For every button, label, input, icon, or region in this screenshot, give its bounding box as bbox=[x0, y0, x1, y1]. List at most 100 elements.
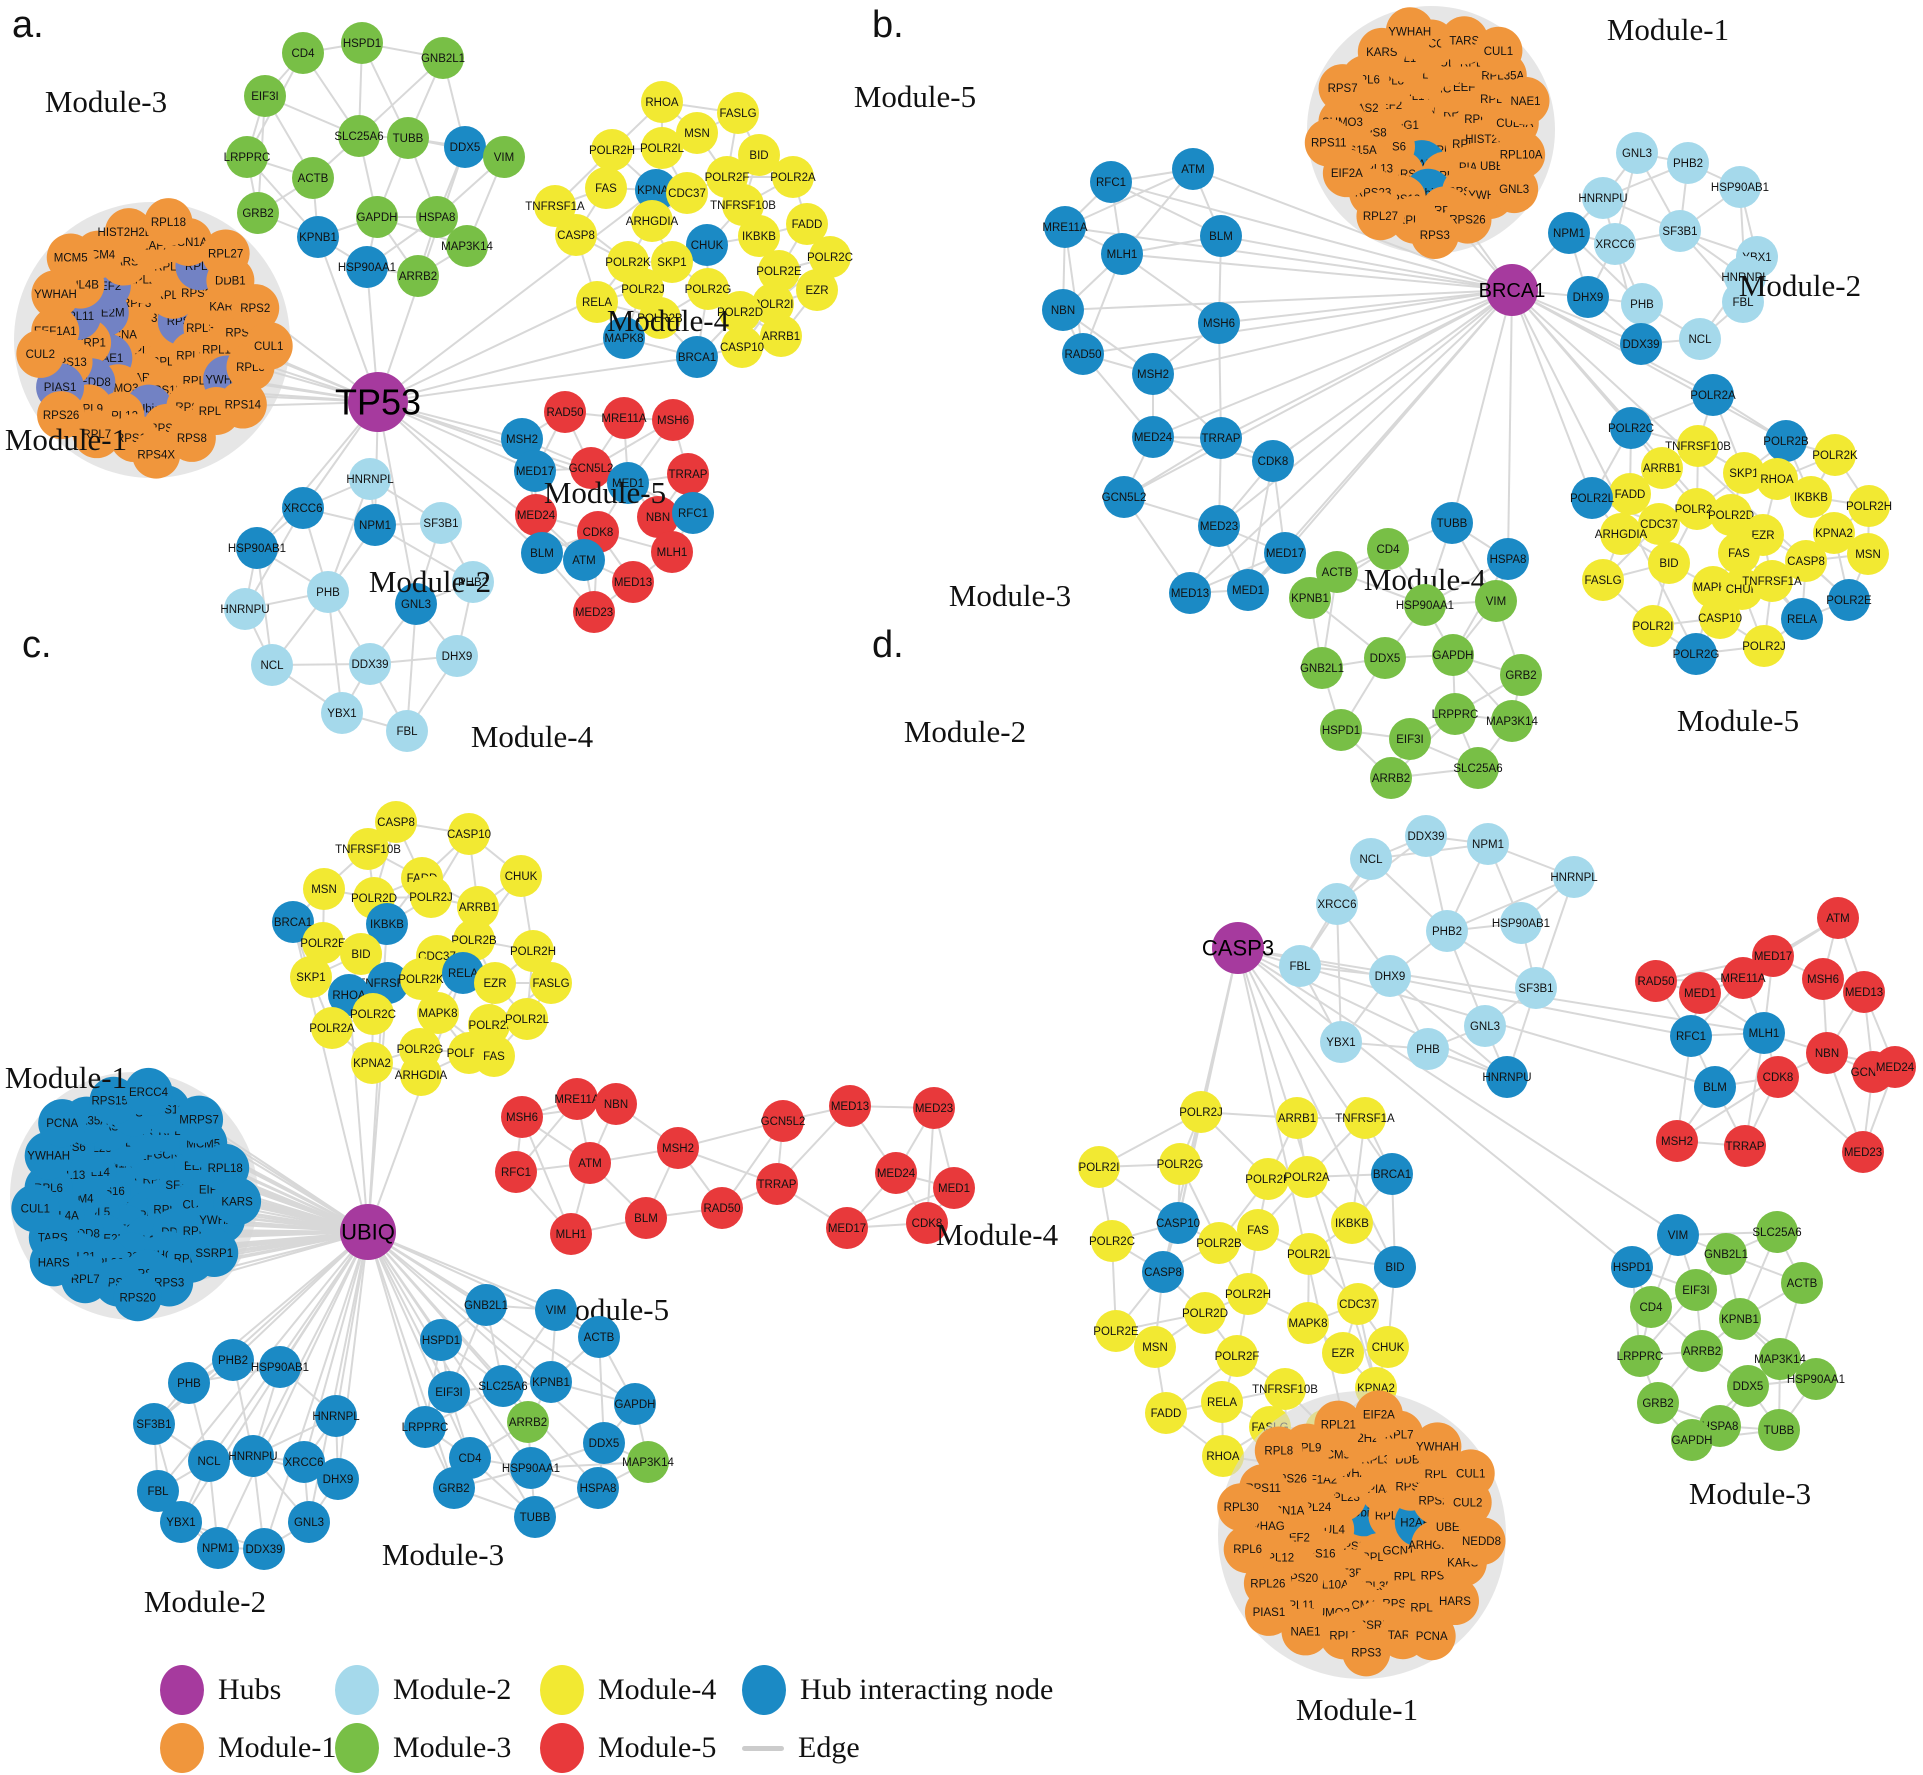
node-YBX1[interactable]: YBX1 bbox=[1320, 1021, 1362, 1063]
node-ARRB1[interactable]: ARRB1 bbox=[1276, 1097, 1318, 1139]
node-MSH6[interactable]: MSH6 bbox=[652, 399, 694, 441]
node-XRCC6[interactable]: XRCC6 bbox=[282, 487, 324, 529]
node-FAS[interactable]: FAS bbox=[473, 1035, 515, 1077]
node-HSPA8[interactable]: HSPA8 bbox=[1487, 538, 1529, 580]
node-RPS7[interactable]: RPS7 bbox=[1318, 64, 1367, 113]
node-MAPK8[interactable]: MAPK8 bbox=[417, 992, 459, 1034]
node-RPL18[interactable]: RPL18 bbox=[144, 198, 193, 247]
node-EIF3I[interactable]: EIF3I bbox=[244, 75, 286, 117]
node-DHX9[interactable]: DHX9 bbox=[1369, 955, 1411, 997]
node-CD4[interactable]: CD4 bbox=[282, 32, 324, 74]
hub-node-CASP3[interactable]: CASP3 bbox=[1202, 922, 1274, 974]
node-CHUK[interactable]: CHUK bbox=[1367, 1326, 1409, 1368]
node-SF3B1[interactable]: SF3B1 bbox=[420, 502, 462, 544]
node-SF3B1[interactable]: SF3B1 bbox=[133, 1403, 175, 1445]
node-HSPD1[interactable]: HSPD1 bbox=[1611, 1246, 1653, 1288]
node-NPM1[interactable]: NPM1 bbox=[354, 504, 396, 546]
node-MED1[interactable]: MED1 bbox=[933, 1167, 975, 1209]
node-SF3B1[interactable]: SF3B1 bbox=[1515, 967, 1557, 1009]
node-LRPPRC[interactable]: LRPPRC bbox=[402, 1406, 449, 1448]
node-MAPK8[interactable]: MAPK8 bbox=[1287, 1302, 1329, 1344]
node-NCL[interactable]: NCL bbox=[251, 644, 293, 686]
node-GAPDH[interactable]: GAPDH bbox=[1671, 1419, 1713, 1461]
node-MSN[interactable]: MSN bbox=[1847, 533, 1889, 575]
node-EZR[interactable]: EZR bbox=[796, 269, 838, 311]
node-MRE11A[interactable]: MRE11A bbox=[554, 1078, 600, 1120]
node-BLM[interactable]: BLM bbox=[1200, 215, 1242, 257]
node-NEDD8[interactable]: NEDD8 bbox=[1457, 1517, 1506, 1566]
node-MRPS7[interactable]: MRPS7 bbox=[175, 1095, 224, 1144]
node-YWHAH[interactable]: YWHAH bbox=[1385, 7, 1434, 56]
node-IKBKB[interactable]: IKBKB bbox=[1331, 1202, 1373, 1244]
node-ARRB2[interactable]: ARRB2 bbox=[507, 1401, 549, 1443]
node-CHUK[interactable]: CHUK bbox=[500, 855, 542, 897]
node-MED24[interactable]: MED24 bbox=[1132, 416, 1174, 458]
node-MLH1[interactable]: MLH1 bbox=[550, 1213, 592, 1255]
node-ACTB[interactable]: ACTB bbox=[1781, 1262, 1823, 1304]
node-RFC1[interactable]: RFC1 bbox=[495, 1151, 537, 1193]
node-ERCC4[interactable]: ERCC4 bbox=[124, 1067, 173, 1116]
node-GNL3[interactable]: GNL3 bbox=[1490, 165, 1539, 214]
node-KPNB1[interactable]: KPNB1 bbox=[1289, 577, 1331, 619]
node-PIAS1[interactable]: PIAS1 bbox=[1244, 1587, 1293, 1636]
node-EIF3I[interactable]: EIF3I bbox=[1675, 1269, 1717, 1311]
hub-node-BRCA1[interactable]: BRCA1 bbox=[1479, 264, 1546, 316]
node-DHX9[interactable]: DHX9 bbox=[317, 1458, 359, 1500]
node-LRPPRC[interactable]: LRPPRC bbox=[224, 136, 271, 178]
node-SKP1[interactable]: SKP1 bbox=[290, 956, 332, 998]
node-NBN[interactable]: NBN bbox=[595, 1083, 637, 1125]
node-POLR2K[interactable]: POLR2K bbox=[1812, 434, 1858, 476]
node-GAPDH[interactable]: GAPDH bbox=[356, 196, 398, 238]
node-MED24[interactable]: MED24 bbox=[1874, 1046, 1916, 1088]
node-POLR2G[interactable]: POLR2G bbox=[1157, 1143, 1204, 1185]
node-GNB2L1[interactable]: GNB2L1 bbox=[464, 1284, 508, 1326]
node-SSRP1[interactable]: SSRP1 bbox=[190, 1228, 239, 1277]
node-BRCA1[interactable]: BRCA1 bbox=[1371, 1153, 1413, 1195]
node-NPM1[interactable]: NPM1 bbox=[1548, 212, 1590, 254]
node-CDK8[interactable]: CDK8 bbox=[1757, 1056, 1799, 1098]
node-POLR2I[interactable]: POLR2I bbox=[1078, 1146, 1120, 1188]
node-TUBB[interactable]: TUBB bbox=[387, 117, 429, 159]
node-PCNA[interactable]: PCNA bbox=[38, 1099, 87, 1148]
node-EIF3I[interactable]: EIF3I bbox=[428, 1371, 470, 1413]
node-TRRAP[interactable]: TRRAP bbox=[667, 453, 709, 495]
node-MED17[interactable]: MED17 bbox=[826, 1207, 868, 1249]
node-GNL3[interactable]: GNL3 bbox=[1616, 132, 1658, 174]
node-MCM5[interactable]: MCM5 bbox=[46, 233, 95, 282]
node-FBL[interactable]: FBL bbox=[1279, 945, 1321, 987]
node-MSH6[interactable]: MSH6 bbox=[501, 1096, 543, 1138]
node-POLR2L[interactable]: POLR2L bbox=[1287, 1233, 1332, 1275]
node-SLC25A6[interactable]: SLC25A6 bbox=[1453, 747, 1503, 789]
node-PHB2[interactable]: PHB2 bbox=[212, 1339, 254, 1381]
node-TUBB[interactable]: TUBB bbox=[514, 1496, 556, 1538]
node-FADD[interactable]: FADD bbox=[1145, 1392, 1187, 1434]
node-YBX1[interactable]: YBX1 bbox=[321, 692, 363, 734]
node-RELA[interactable]: RELA bbox=[1201, 1381, 1243, 1423]
node-POLR2E[interactable]: POLR2E bbox=[1093, 1310, 1139, 1352]
node-RFC1[interactable]: RFC1 bbox=[1090, 161, 1132, 203]
node-BLM[interactable]: BLM bbox=[625, 1197, 667, 1239]
node-LRPPRC[interactable]: LRPPRC bbox=[1617, 1335, 1664, 1377]
node-PHB[interactable]: PHB bbox=[1407, 1028, 1449, 1070]
node-ARRB2[interactable]: ARRB2 bbox=[1681, 1330, 1723, 1372]
node-BLM[interactable]: BLM bbox=[521, 532, 563, 574]
node-POLR2F[interactable]: POLR2F bbox=[1215, 1335, 1260, 1377]
node-GNB2L1[interactable]: GNB2L1 bbox=[1300, 647, 1344, 689]
node-EZR[interactable]: EZR bbox=[474, 962, 516, 1004]
node-RPS4X[interactable]: RPS4X bbox=[132, 430, 181, 479]
node-HNRNPU[interactable]: HNRNPU bbox=[228, 1435, 278, 1477]
node-MED24[interactable]: MED24 bbox=[875, 1152, 917, 1194]
node-POLR2J[interactable]: POLR2J bbox=[1742, 625, 1786, 667]
node-KPNB1[interactable]: KPNB1 bbox=[530, 1361, 572, 1403]
node-PHB2[interactable]: PHB2 bbox=[1426, 910, 1468, 952]
node-RPS20[interactable]: RPS20 bbox=[113, 1273, 162, 1322]
node-TRRAP[interactable]: TRRAP bbox=[1724, 1125, 1766, 1167]
node-RAD50[interactable]: RAD50 bbox=[544, 391, 586, 433]
node-GRB2[interactable]: GRB2 bbox=[433, 1467, 475, 1509]
node-MED23[interactable]: MED23 bbox=[573, 591, 615, 633]
node-PHB[interactable]: PHB bbox=[168, 1362, 210, 1404]
node-MSH2[interactable]: MSH2 bbox=[1656, 1120, 1698, 1162]
node-POLR2G[interactable]: POLR2G bbox=[1673, 633, 1720, 675]
node-GNL3[interactable]: GNL3 bbox=[1464, 1005, 1506, 1047]
node-LRPPRC[interactable]: LRPPRC bbox=[1432, 693, 1479, 735]
